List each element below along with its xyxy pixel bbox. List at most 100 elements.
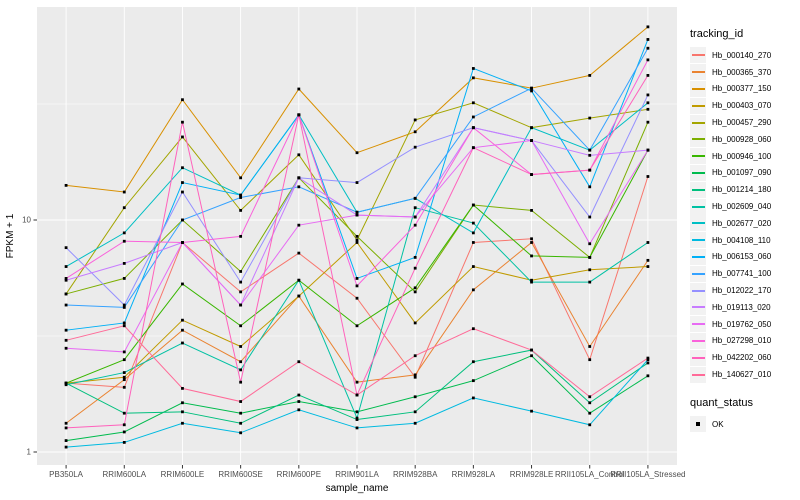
x-tick-label: RRIM928LE bbox=[510, 470, 554, 479]
legend-entry-label: Hb_019762_050 bbox=[712, 319, 772, 329]
legend-entry: Hb_007741_100 bbox=[690, 265, 800, 282]
data-point bbox=[181, 135, 184, 139]
legend-entry-label: Hb_140627_010 bbox=[712, 370, 772, 380]
data-point bbox=[471, 126, 475, 130]
data-point bbox=[588, 345, 592, 348]
data-point bbox=[413, 223, 417, 227]
data-point bbox=[64, 328, 68, 332]
data-point bbox=[181, 421, 184, 425]
x-tick-label: RRIM600SE bbox=[218, 470, 262, 479]
legend-entry: Hb_000140_270 bbox=[690, 47, 800, 64]
data-point bbox=[181, 120, 184, 124]
data-point bbox=[239, 411, 243, 415]
x-tick-label: RRIM600LA bbox=[102, 470, 146, 479]
data-point bbox=[297, 400, 301, 403]
data-point bbox=[64, 426, 68, 430]
legend-entry-label: Hb_002609_040 bbox=[712, 202, 772, 212]
data-point bbox=[646, 58, 650, 62]
legend-entry-label: Hb_012022_170 bbox=[712, 286, 772, 296]
data-point bbox=[64, 439, 68, 442]
data-point bbox=[64, 292, 68, 296]
data-point bbox=[297, 113, 301, 117]
data-point bbox=[181, 410, 184, 414]
data-point bbox=[239, 270, 243, 273]
data-point bbox=[355, 213, 359, 217]
legend-key-line-icon bbox=[690, 114, 706, 131]
legend-key-line-icon bbox=[690, 248, 706, 265]
data-point bbox=[122, 385, 126, 389]
legend-entries: Hb_000140_270 Hb_000365_370 Hb_000377_150 H… bbox=[690, 47, 800, 383]
data-point bbox=[355, 324, 359, 328]
x-tick-label: RRIM600PE bbox=[277, 470, 321, 479]
data-point bbox=[297, 153, 301, 157]
legend-entry: Hb_012022_170 bbox=[690, 282, 800, 299]
data-point bbox=[530, 241, 533, 244]
data-point bbox=[239, 196, 243, 199]
data-point bbox=[239, 176, 243, 180]
data-point bbox=[122, 277, 126, 280]
legend-key-line-icon bbox=[690, 232, 706, 249]
data-point bbox=[239, 324, 243, 328]
legend-key-line-icon bbox=[690, 148, 706, 165]
data-point bbox=[530, 348, 533, 352]
data-point bbox=[355, 416, 359, 420]
legend-entry: Hb_002609_040 bbox=[690, 198, 800, 215]
data-point bbox=[646, 175, 650, 178]
legend-key-line-icon bbox=[690, 332, 706, 349]
legend-key-line-icon bbox=[690, 366, 706, 383]
data-point bbox=[64, 278, 68, 282]
legend-entry: Hb_140627_010 bbox=[690, 366, 800, 383]
legend-key-line-icon bbox=[690, 349, 706, 366]
data-point bbox=[64, 445, 68, 449]
legend-key-line-icon bbox=[690, 299, 706, 316]
data-point bbox=[588, 74, 592, 77]
data-point bbox=[646, 107, 650, 111]
data-point bbox=[588, 116, 592, 120]
data-point bbox=[413, 354, 417, 358]
data-point bbox=[181, 181, 184, 184]
legend-key-line-icon bbox=[690, 215, 706, 232]
x-tick-label: RRIM901LA bbox=[335, 470, 379, 479]
legend-entry: Hb_004108_110 bbox=[690, 232, 800, 249]
data-point bbox=[588, 255, 592, 259]
data-point bbox=[646, 356, 650, 360]
legend-entry: Hb_002677_020 bbox=[690, 215, 800, 232]
data-point bbox=[646, 361, 650, 365]
data-point bbox=[588, 242, 592, 246]
data-point bbox=[297, 360, 301, 364]
data-point bbox=[297, 251, 301, 255]
legend-entry-label: Hb_007741_100 bbox=[712, 269, 772, 279]
data-point bbox=[239, 280, 243, 284]
y-tick-label: 1 bbox=[27, 448, 32, 457]
data-point bbox=[646, 241, 650, 244]
legend-entry-label: Hb_019113_020 bbox=[712, 302, 771, 312]
data-point bbox=[355, 277, 359, 280]
data-point bbox=[588, 168, 592, 172]
data-point bbox=[297, 223, 301, 227]
legend-key-line-icon bbox=[690, 47, 706, 64]
data-point bbox=[122, 440, 126, 444]
legend-entry-label: Hb_006153_060 bbox=[712, 252, 772, 262]
data-point bbox=[122, 190, 126, 194]
data-point bbox=[471, 67, 475, 70]
data-point bbox=[588, 395, 592, 399]
data-point bbox=[530, 278, 533, 282]
data-point bbox=[239, 368, 243, 372]
data-point bbox=[413, 410, 417, 414]
x-tick-label: PB350LA bbox=[49, 470, 83, 479]
data-point bbox=[588, 185, 592, 189]
data-point bbox=[646, 101, 650, 105]
legend-key-line-icon bbox=[690, 316, 706, 333]
data-point bbox=[297, 408, 301, 412]
data-point bbox=[181, 241, 184, 244]
legend-entry: Hb_000928_060 bbox=[690, 131, 800, 148]
legend-entry-label: Hb_000140_270 bbox=[712, 50, 772, 60]
data-point bbox=[646, 148, 650, 152]
data-point bbox=[239, 431, 243, 435]
data-point bbox=[530, 208, 533, 212]
data-point bbox=[471, 231, 475, 235]
legend-key-line-icon bbox=[690, 80, 706, 97]
data-point bbox=[122, 375, 126, 379]
data-point bbox=[530, 86, 533, 90]
